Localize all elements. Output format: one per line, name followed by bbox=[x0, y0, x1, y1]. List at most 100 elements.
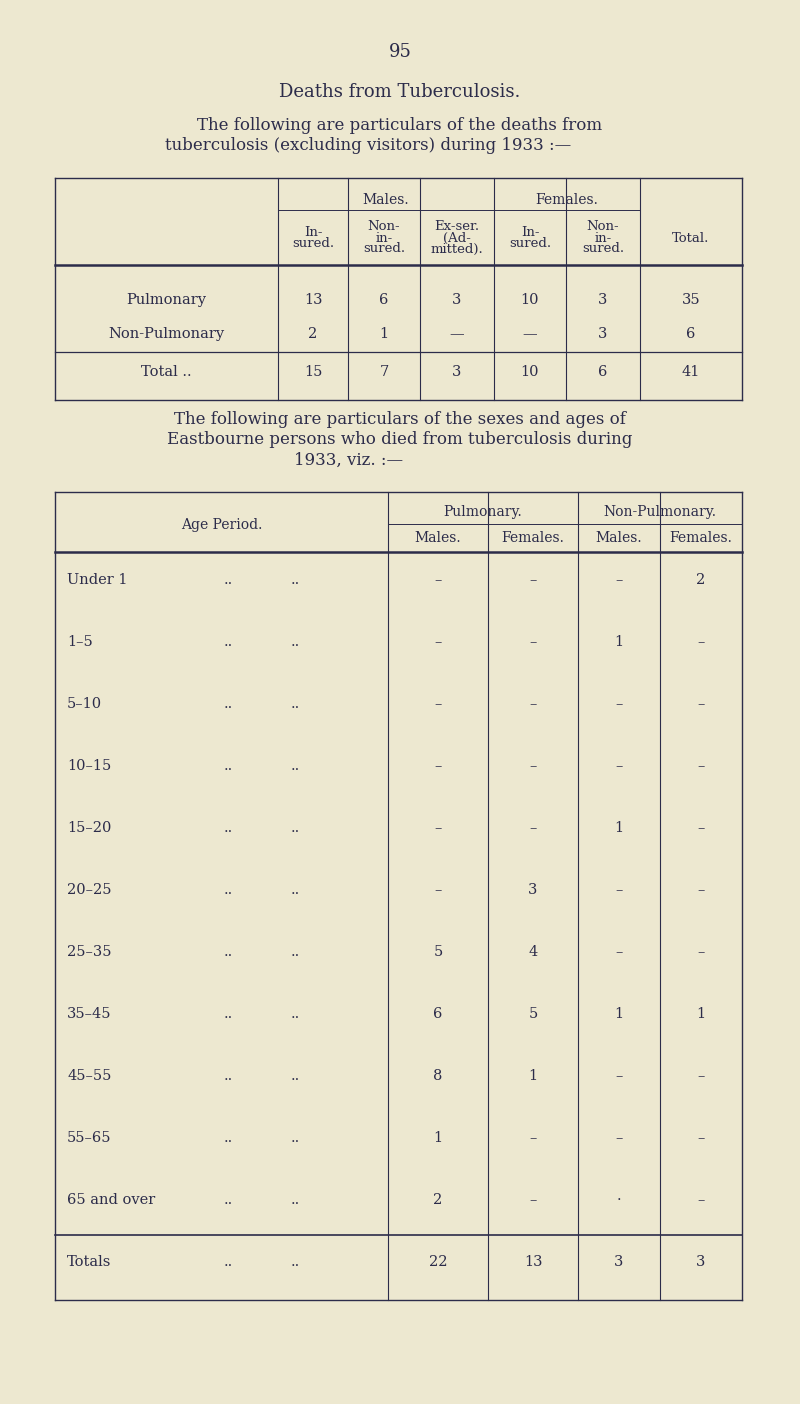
Text: 1933, viz. :—: 1933, viz. :— bbox=[294, 452, 403, 469]
Text: 25–35: 25–35 bbox=[67, 945, 111, 959]
Text: 1–5: 1–5 bbox=[67, 635, 93, 649]
Text: In-: In- bbox=[521, 226, 539, 239]
Text: 8: 8 bbox=[434, 1068, 442, 1082]
Text: Age Period.: Age Period. bbox=[181, 518, 262, 532]
Text: 15–20: 15–20 bbox=[67, 821, 111, 835]
Text: –: – bbox=[615, 696, 622, 710]
Text: –: – bbox=[615, 945, 622, 959]
Text: –: – bbox=[530, 573, 537, 587]
Text: –: – bbox=[698, 1132, 705, 1146]
Text: ..: .. bbox=[223, 1132, 233, 1146]
Text: 3: 3 bbox=[598, 293, 608, 307]
Text: –: – bbox=[530, 635, 537, 649]
Text: Total.: Total. bbox=[672, 232, 710, 244]
Text: Females.: Females. bbox=[535, 192, 598, 206]
Text: 3: 3 bbox=[696, 1255, 706, 1269]
Text: (Ad-: (Ad- bbox=[443, 232, 471, 244]
Text: ..: .. bbox=[290, 1193, 299, 1207]
Text: Total ..: Total .. bbox=[141, 365, 192, 379]
Text: –: – bbox=[615, 760, 622, 774]
Text: ·: · bbox=[617, 1193, 622, 1207]
Text: ..: .. bbox=[290, 696, 299, 710]
Text: –: – bbox=[698, 883, 705, 897]
Text: ..: .. bbox=[223, 573, 233, 587]
Text: 1: 1 bbox=[379, 327, 389, 341]
Text: in-: in- bbox=[375, 232, 393, 244]
Text: –: – bbox=[698, 760, 705, 774]
Text: –: – bbox=[615, 1068, 622, 1082]
Text: 22: 22 bbox=[429, 1255, 447, 1269]
Text: 20–25: 20–25 bbox=[67, 883, 111, 897]
Text: 2: 2 bbox=[696, 573, 706, 587]
Text: The following are particulars of the sexes and ages of: The following are particulars of the sex… bbox=[174, 411, 626, 428]
Text: 1: 1 bbox=[614, 635, 623, 649]
Text: 3: 3 bbox=[452, 365, 462, 379]
Text: –: – bbox=[434, 821, 442, 835]
Text: ..: .. bbox=[290, 1255, 299, 1269]
Text: ..: .. bbox=[290, 821, 299, 835]
Text: 6: 6 bbox=[434, 1007, 442, 1021]
Text: Pulmonary: Pulmonary bbox=[126, 293, 206, 307]
Text: Females.: Females. bbox=[502, 531, 565, 545]
Text: 3: 3 bbox=[614, 1255, 624, 1269]
Text: –: – bbox=[615, 573, 622, 587]
Text: sured.: sured. bbox=[582, 243, 624, 256]
Text: 10: 10 bbox=[521, 293, 539, 307]
Text: ..: .. bbox=[290, 1068, 299, 1082]
Text: Eastbourne persons who died from tuberculosis during: Eastbourne persons who died from tubercu… bbox=[167, 431, 633, 448]
Text: 1: 1 bbox=[697, 1007, 706, 1021]
Text: Females.: Females. bbox=[670, 531, 733, 545]
Text: 15: 15 bbox=[304, 365, 322, 379]
Text: 65 and over: 65 and over bbox=[67, 1193, 155, 1207]
Text: ..: .. bbox=[290, 573, 299, 587]
Text: –: – bbox=[615, 1132, 622, 1146]
Text: –: – bbox=[698, 821, 705, 835]
Text: –: – bbox=[434, 635, 442, 649]
Text: 45–55: 45–55 bbox=[67, 1068, 111, 1082]
Text: 3: 3 bbox=[528, 883, 538, 897]
Text: —: — bbox=[450, 327, 464, 341]
Text: ..: .. bbox=[223, 945, 233, 959]
Text: 6: 6 bbox=[686, 327, 696, 341]
Text: ..: .. bbox=[290, 760, 299, 774]
Text: ..: .. bbox=[290, 1007, 299, 1021]
Text: 13: 13 bbox=[304, 293, 322, 307]
Text: ..: .. bbox=[223, 1007, 233, 1021]
Text: 95: 95 bbox=[389, 44, 411, 60]
Text: –: – bbox=[698, 1193, 705, 1207]
Text: Males.: Males. bbox=[362, 192, 410, 206]
Text: 6: 6 bbox=[598, 365, 608, 379]
Text: 5: 5 bbox=[434, 945, 442, 959]
Text: 6: 6 bbox=[379, 293, 389, 307]
Text: Pulmonary.: Pulmonary. bbox=[444, 505, 522, 519]
Text: in-: in- bbox=[594, 232, 612, 244]
Text: –: – bbox=[530, 1132, 537, 1146]
Text: –: – bbox=[530, 1193, 537, 1207]
Text: –: – bbox=[530, 760, 537, 774]
Text: 10–15: 10–15 bbox=[67, 760, 111, 774]
Text: 2: 2 bbox=[308, 327, 318, 341]
Text: 1: 1 bbox=[434, 1132, 442, 1146]
Text: –: – bbox=[530, 696, 537, 710]
Text: Deaths from Tuberculosis.: Deaths from Tuberculosis. bbox=[279, 83, 521, 101]
Text: 2: 2 bbox=[434, 1193, 442, 1207]
Text: mitted).: mitted). bbox=[430, 243, 483, 256]
Text: In-: In- bbox=[304, 226, 322, 239]
Text: ..: .. bbox=[290, 635, 299, 649]
Text: The following are particulars of the deaths from: The following are particulars of the dea… bbox=[198, 118, 602, 135]
Text: Ex-ser.: Ex-ser. bbox=[434, 220, 479, 233]
Text: 35: 35 bbox=[682, 293, 700, 307]
Text: Males.: Males. bbox=[414, 531, 462, 545]
Text: –: – bbox=[698, 635, 705, 649]
Text: 1: 1 bbox=[614, 821, 623, 835]
Text: ..: .. bbox=[223, 1068, 233, 1082]
Text: ..: .. bbox=[290, 883, 299, 897]
Text: 10: 10 bbox=[521, 365, 539, 379]
Text: –: – bbox=[434, 760, 442, 774]
Text: Totals: Totals bbox=[67, 1255, 111, 1269]
Text: Under 1: Under 1 bbox=[67, 573, 127, 587]
Text: ..: .. bbox=[290, 1132, 299, 1146]
Text: ..: .. bbox=[290, 945, 299, 959]
Text: 1: 1 bbox=[529, 1068, 538, 1082]
Text: Males.: Males. bbox=[596, 531, 642, 545]
